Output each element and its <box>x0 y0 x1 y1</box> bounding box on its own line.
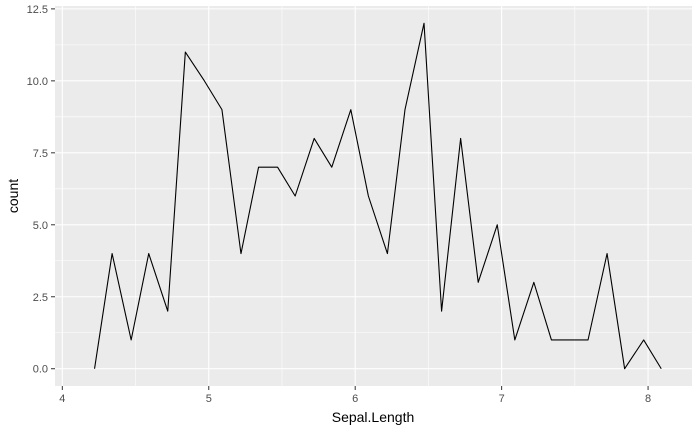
data-point <box>312 136 316 140</box>
data-layer <box>93 21 663 371</box>
data-point <box>659 367 663 371</box>
data-point <box>366 194 370 198</box>
data-point <box>166 309 170 313</box>
data-point <box>202 79 206 83</box>
y-tick-label: 2.5 <box>33 292 48 304</box>
data-point <box>605 252 609 256</box>
data-point <box>586 338 590 342</box>
plot-panel <box>55 6 692 386</box>
x-tick-label: 7 <box>499 393 505 405</box>
y-tick-label: 7.5 <box>33 148 48 160</box>
x-tick-labels: 4 5 6 7 8 <box>59 393 651 405</box>
y-tick-label: 10.0 <box>27 76 48 88</box>
data-point <box>459 136 463 140</box>
y-tick-labels: 0.0 2.5 5.0 7.5 10.0 12.5 <box>27 4 48 376</box>
data-point <box>568 338 572 342</box>
data-point <box>220 108 224 112</box>
data-point <box>495 223 499 227</box>
data-point <box>476 280 480 284</box>
x-tick-label: 8 <box>645 393 651 405</box>
y-tick-label: 0.0 <box>33 364 48 376</box>
data-point <box>257 165 261 169</box>
data-point <box>422 21 426 25</box>
x-axis-title: Sepal.Length <box>332 409 415 425</box>
data-point <box>276 165 280 169</box>
y-axis-title: count <box>5 179 21 213</box>
data-point <box>349 108 353 112</box>
axis-ticks <box>51 8 649 390</box>
x-tick-label: 4 <box>59 393 65 405</box>
x-tick-label: 5 <box>206 393 212 405</box>
data-point <box>440 309 444 313</box>
data-point <box>642 338 646 342</box>
data-point <box>293 194 297 198</box>
y-tick-label: 5.0 <box>33 220 48 232</box>
data-point <box>532 280 536 284</box>
data-point <box>330 165 334 169</box>
data-point <box>110 252 114 256</box>
y-tick-label: 12.5 <box>27 4 48 16</box>
data-point <box>183 50 187 54</box>
data-point <box>623 367 627 371</box>
data-point <box>147 252 151 256</box>
series-line-0 <box>93 22 662 370</box>
data-point <box>129 338 133 342</box>
data-point <box>549 338 553 342</box>
data-point <box>385 252 389 256</box>
x-tick-label: 6 <box>352 393 358 405</box>
data-point <box>513 338 517 342</box>
major-grid <box>55 6 692 386</box>
data-point <box>403 108 407 112</box>
data-point <box>93 367 97 371</box>
data-point <box>239 252 243 256</box>
minor-grid <box>55 6 692 386</box>
